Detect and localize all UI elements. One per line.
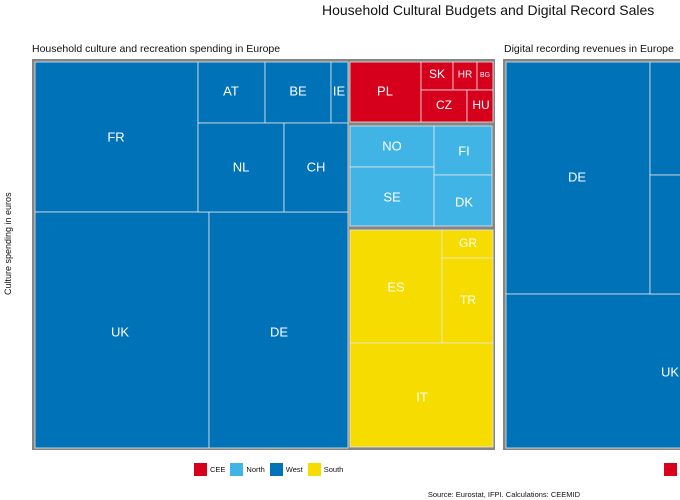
- panel-title-digital: Digital recording revenues in Europe: [504, 43, 674, 55]
- legend-item-cee: CEE: [194, 463, 225, 476]
- legend: CEE North West South: [194, 463, 343, 476]
- legend-swatch-cee: [194, 463, 207, 476]
- tile-label-fr: FR: [107, 129, 124, 144]
- tile-ch: [283, 122, 349, 213]
- tile-label-tr: TR: [460, 293, 476, 307]
- legend-label-cee: CEE: [210, 465, 226, 474]
- tile-label-hr: HR: [458, 70, 472, 81]
- tile-label-gr: GR: [459, 236, 477, 250]
- tile-label-ch: CH: [307, 159, 326, 174]
- legend-item-west: West: [269, 463, 303, 476]
- tile-label-sk: SK: [429, 67, 445, 81]
- tile-digital-de: [505, 61, 651, 295]
- tile-digital-partial-2: [649, 174, 680, 295]
- legend-swatch-south: [307, 463, 321, 476]
- tile-hr: [452, 61, 478, 91]
- tile-label-dk: DK: [455, 194, 473, 209]
- tile-label-digital-uk: UK: [661, 364, 679, 379]
- source-note: Source: Eurostat, IFPI. Calculations: CE…: [427, 490, 580, 499]
- tile-digital-uk: [505, 293, 680, 449]
- tile-digital-partial-1: [649, 61, 680, 176]
- legend-item-south: South: [307, 463, 344, 476]
- tile-pl: [349, 61, 422, 123]
- tile-label-digital-de: DE: [568, 169, 586, 184]
- tile-nl: [197, 122, 285, 213]
- tile-fr: [34, 61, 199, 213]
- tile-it: [349, 342, 494, 448]
- tile-de: [208, 211, 349, 449]
- tile-fi: [433, 125, 493, 176]
- tile-label-de: DE: [270, 324, 288, 339]
- tile-label-bg: BG: [480, 72, 490, 79]
- panel-title-spending: Household culture and recreation spendin…: [32, 43, 281, 55]
- legend-label-south: South: [323, 465, 344, 474]
- tile-label-it: IT: [416, 389, 428, 404]
- tile-label-fi: FI: [458, 143, 470, 158]
- tile-uk: [34, 211, 210, 449]
- tile-se: [349, 166, 435, 227]
- tile-gr: [441, 229, 494, 259]
- tile-es: [349, 229, 443, 344]
- tile-label-at: AT: [223, 83, 239, 98]
- tile-label-pl: PL: [377, 83, 393, 98]
- tile-label-uk: UK: [111, 324, 129, 339]
- tile-label-se: SE: [383, 189, 401, 204]
- tile-cz: [420, 89, 468, 123]
- legend-item-north: North: [230, 463, 265, 476]
- tile-label-no: NO: [382, 138, 402, 153]
- legend-2: [664, 463, 677, 481]
- tile-label-nl: NL: [233, 159, 250, 174]
- chart-title: Household Cultural Budgets and Digital R…: [322, 2, 655, 18]
- tile-no: [349, 125, 435, 168]
- tile-label-ie: IE: [333, 83, 346, 98]
- tile-label-hu: HU: [472, 98, 489, 112]
- tile-tr: [441, 257, 494, 344]
- tile-label-cz: CZ: [436, 98, 452, 112]
- tile-hu: [466, 89, 494, 123]
- legend-label-north: North: [246, 465, 265, 474]
- tile-dk: [433, 174, 493, 227]
- tile-label-es: ES: [387, 279, 405, 294]
- legend-label-west: West: [285, 465, 303, 474]
- legend-swatch-west: [269, 463, 283, 476]
- legend-swatch-north: [230, 463, 244, 476]
- legend-2-swatch-cee: [664, 463, 677, 476]
- tile-label-be: BE: [289, 83, 307, 98]
